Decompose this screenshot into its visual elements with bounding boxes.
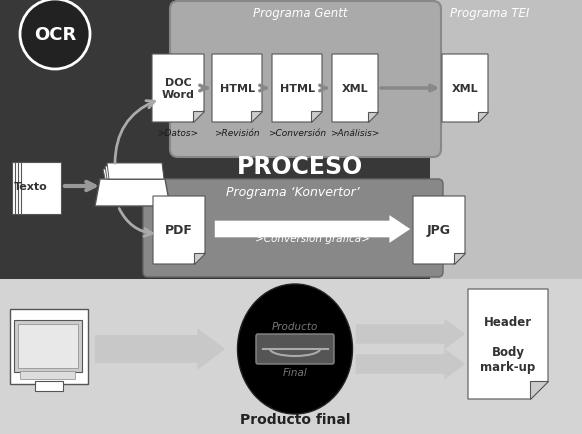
Text: Programa TEI: Programa TEI (450, 7, 530, 20)
Polygon shape (368, 112, 378, 123)
Polygon shape (468, 289, 548, 399)
Text: Final: Final (283, 367, 307, 377)
Text: HTML: HTML (279, 84, 314, 94)
FancyArrowPatch shape (95, 329, 225, 370)
Polygon shape (18, 163, 58, 214)
Text: Producto final: Producto final (240, 412, 350, 426)
Text: Header

Body
mark-up: Header Body mark-up (480, 315, 535, 373)
Text: Programa ‘Konvertor’: Programa ‘Konvertor’ (226, 186, 360, 199)
Polygon shape (311, 112, 322, 123)
FancyArrowPatch shape (356, 349, 465, 379)
Polygon shape (212, 55, 262, 123)
Bar (0, 0, 582, 279)
Polygon shape (107, 164, 164, 180)
FancyArrowPatch shape (119, 209, 152, 237)
Text: XML: XML (452, 84, 478, 94)
Polygon shape (193, 111, 204, 123)
Polygon shape (95, 180, 170, 207)
Circle shape (20, 0, 90, 70)
Text: JPG: JPG (427, 224, 451, 237)
Polygon shape (12, 163, 52, 214)
Text: >Conversión: >Conversión (268, 129, 326, 138)
Polygon shape (105, 167, 162, 180)
Text: PROCESO: PROCESO (237, 155, 363, 178)
Text: XML: XML (342, 84, 368, 94)
Text: >Datos>: >Datos> (158, 129, 198, 138)
Polygon shape (21, 163, 61, 214)
Text: >Conversión gráfica>: >Conversión gráfica> (254, 233, 370, 243)
Polygon shape (478, 112, 488, 123)
FancyBboxPatch shape (18, 324, 78, 368)
Text: >Análisis>: >Análisis> (331, 129, 379, 138)
Text: OCR: OCR (34, 26, 76, 44)
Text: PDF: PDF (165, 224, 193, 237)
Text: Producto: Producto (272, 321, 318, 331)
Text: DOC
Word: DOC Word (162, 78, 194, 99)
Polygon shape (413, 197, 465, 264)
Text: >Revisión: >Revisión (214, 129, 260, 138)
FancyArrowPatch shape (115, 102, 155, 164)
Polygon shape (530, 381, 548, 399)
FancyBboxPatch shape (14, 320, 82, 372)
FancyBboxPatch shape (170, 2, 441, 158)
Bar (430, 0, 582, 279)
Text: Texto: Texto (14, 181, 48, 191)
Polygon shape (272, 55, 322, 123)
FancyBboxPatch shape (20, 371, 75, 379)
FancyArrowPatch shape (356, 319, 465, 349)
Bar (0, 279, 582, 434)
FancyBboxPatch shape (35, 381, 63, 391)
Polygon shape (153, 197, 205, 264)
Polygon shape (15, 163, 55, 214)
Polygon shape (453, 253, 465, 264)
Text: HTML: HTML (219, 84, 254, 94)
Polygon shape (332, 55, 378, 123)
Polygon shape (152, 55, 204, 123)
FancyArrowPatch shape (215, 216, 410, 243)
Polygon shape (251, 112, 262, 123)
FancyBboxPatch shape (143, 180, 443, 277)
Text: Programa Gentt: Programa Gentt (253, 7, 347, 20)
FancyBboxPatch shape (10, 309, 88, 384)
FancyBboxPatch shape (256, 334, 334, 364)
Polygon shape (194, 253, 205, 264)
Ellipse shape (237, 284, 353, 414)
Polygon shape (103, 170, 160, 180)
Polygon shape (442, 55, 488, 123)
